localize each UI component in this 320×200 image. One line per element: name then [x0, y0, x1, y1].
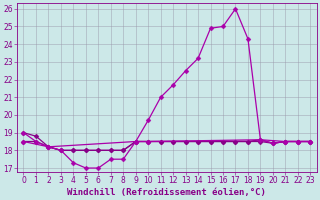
X-axis label: Windchill (Refroidissement éolien,°C): Windchill (Refroidissement éolien,°C)	[68, 188, 266, 197]
